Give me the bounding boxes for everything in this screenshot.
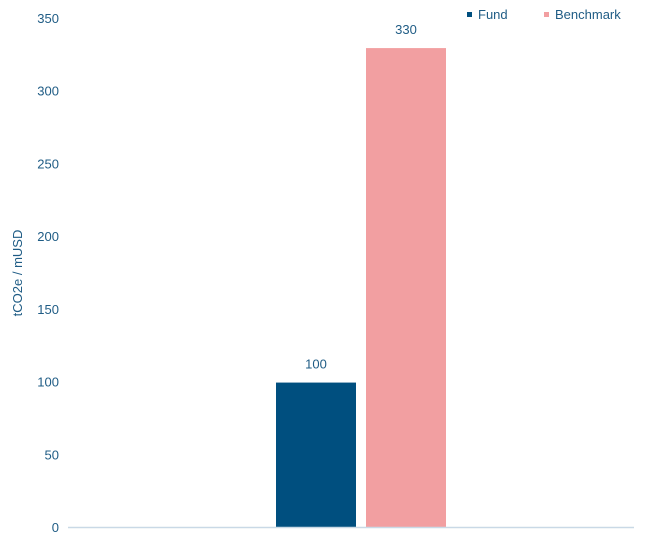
y-tick-label: 250 <box>37 156 59 171</box>
bars <box>276 48 446 528</box>
y-axis-label: tCO2e / mUSD <box>10 230 25 317</box>
y-axis-ticks: 0 50 100 150 200 250 300 350 <box>37 11 59 535</box>
data-label-benchmark: 330 <box>395 22 417 37</box>
legend-label-benchmark: Benchmark <box>555 7 621 22</box>
y-tick-label: 100 <box>37 375 59 390</box>
y-tick-label: 200 <box>37 229 59 244</box>
bar-benchmark <box>366 48 446 528</box>
data-labels: 100 330 <box>305 22 417 371</box>
y-tick-label: 0 <box>52 520 59 533</box>
legend: Fund Benchmark <box>467 7 621 22</box>
data-label-fund: 100 <box>305 357 327 372</box>
legend-swatch-fund <box>467 12 472 17</box>
legend-label-fund: Fund <box>478 7 508 22</box>
bar-fund <box>276 382 356 528</box>
y-tick-label: 50 <box>45 447 59 462</box>
y-tick-label: 300 <box>37 84 59 99</box>
y-tick-label: 150 <box>37 302 59 317</box>
y-tick-label: 350 <box>37 11 59 26</box>
legend-swatch-benchmark <box>544 12 549 17</box>
